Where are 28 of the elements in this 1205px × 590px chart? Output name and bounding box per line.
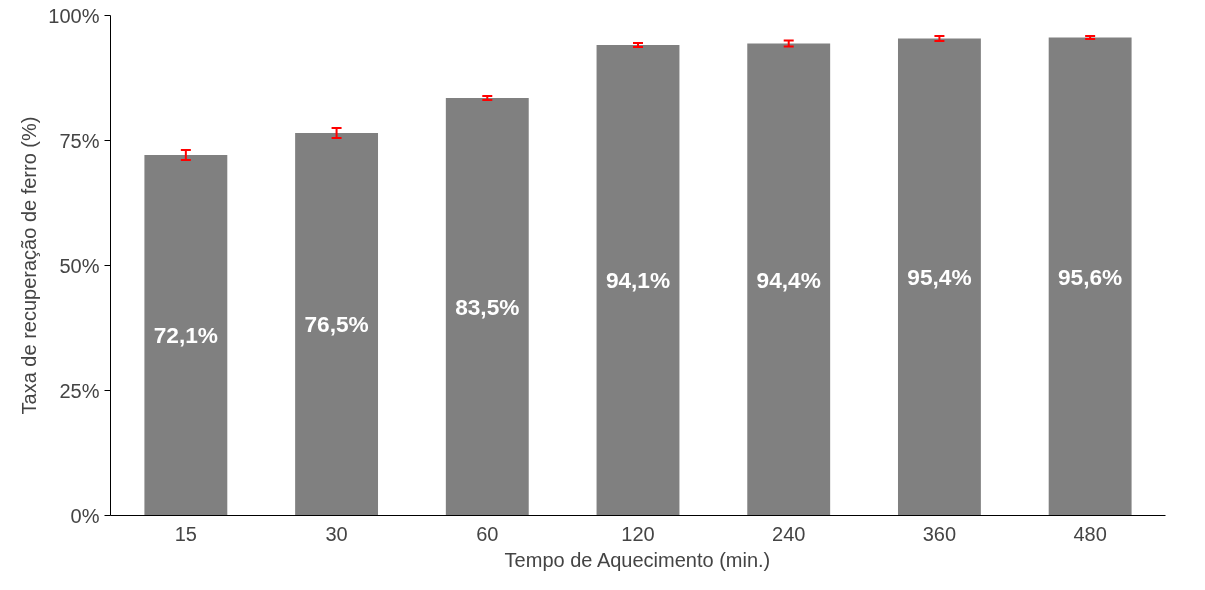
x-tick-label: 30 xyxy=(325,522,348,545)
y-tick-label: 75% xyxy=(59,129,100,152)
x-axis-title: Tempo de Aquecimento (min.) xyxy=(504,548,771,571)
bar xyxy=(144,155,228,516)
y-tick-label: 0% xyxy=(70,504,100,527)
bar xyxy=(747,43,831,516)
x-tick-label: 360 xyxy=(922,522,957,545)
data-label: 83,5% xyxy=(455,293,520,320)
bar xyxy=(897,38,981,516)
x-tick-label: 480 xyxy=(1073,522,1107,545)
data-label: 94,4% xyxy=(756,266,821,293)
y-tick-label: 25% xyxy=(59,379,100,402)
x-tick-label: 240 xyxy=(772,522,806,545)
bar xyxy=(295,133,379,516)
bar xyxy=(1048,37,1132,516)
y-axis-title: Taxa de recuperação de ferro (%) xyxy=(18,116,41,415)
y-tick-label: 100% xyxy=(48,4,100,27)
bar xyxy=(445,98,529,516)
data-label: 72,1% xyxy=(153,322,218,349)
data-label: 76,5% xyxy=(304,311,369,338)
x-tick-label: 60 xyxy=(476,522,499,545)
data-label: 94,1% xyxy=(605,267,671,294)
data-label: 95,6% xyxy=(1058,263,1123,290)
x-tick-label: 120 xyxy=(621,522,655,545)
x-tick-label: 15 xyxy=(174,522,197,545)
bar xyxy=(596,45,680,516)
data-label: 95,4% xyxy=(907,264,972,290)
y-tick-label: 50% xyxy=(59,254,100,277)
